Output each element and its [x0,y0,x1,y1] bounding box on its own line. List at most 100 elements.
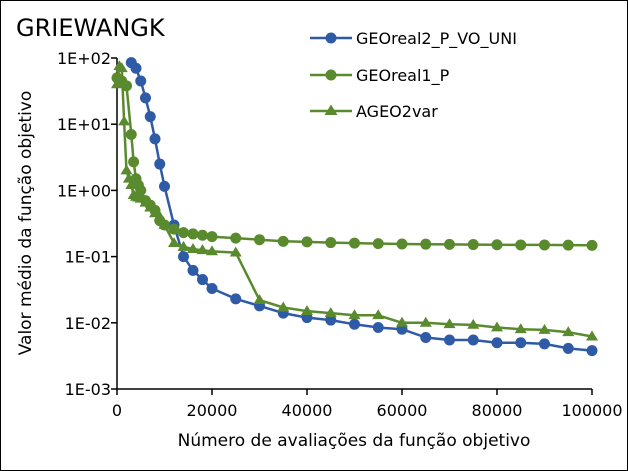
y-tick-label-0: 1E-03 [65,380,111,399]
series-2 [111,60,598,341]
x-tick-label-1: 20000 [187,401,238,420]
chart-title: GRIEWANGK [16,14,166,42]
series-1-point-21 [301,236,313,248]
series-2-point-35 [562,326,575,337]
x-tick-label-0: 0 [112,401,122,420]
series-2-point-3 [118,115,131,126]
series-0-point-11 [197,274,208,286]
series-0-point-13 [230,293,242,305]
series-line-1 [116,76,593,247]
series-2-point-11 [139,196,152,207]
series-1-point-26 [420,238,432,250]
series-2-point-34 [538,323,551,334]
series-0-point-23 [467,334,479,346]
series-0-point-19 [372,321,384,333]
series-1-point-29 [491,239,503,251]
series-1-point-28 [467,239,479,251]
series-2-point-29 [419,316,432,327]
series-2-point-4 [120,164,133,175]
series-1-point-22 [325,237,337,249]
legend-label-2: AGEO2var [356,102,438,121]
series-2-point-14 [153,210,166,221]
series-0-point-18 [349,318,360,330]
series-0-point-27 [562,342,574,354]
series-2-point-20 [206,245,218,256]
series-2-point-17 [177,240,190,251]
series-1-point-27 [444,238,455,250]
legend-entry-2: AGEO2var [310,102,438,121]
y-tick-label-5: 1E+02 [57,49,111,68]
series-1-point-24 [372,238,384,250]
y-tick-label-4: 1E+01 [57,115,111,134]
legend-marker-1 [325,69,337,81]
series-0-point-1 [130,62,142,74]
series-1-point-15 [187,228,199,240]
series-2-point-28 [396,316,408,327]
series-0-point-5 [149,133,161,145]
series-0-point-26 [539,338,550,350]
series-2-point-32 [491,321,503,332]
series-1-point-18 [230,232,242,244]
series-2-point-6 [125,179,138,190]
legend-marker-0 [325,32,337,44]
series-1-point-33 [586,239,598,251]
series-2-point-23 [277,301,290,312]
series-2-point-25 [324,307,337,318]
legend-label-1: GEOreal1_P [356,66,450,86]
series-1-point-23 [349,237,360,249]
series-1-point-3 [125,128,137,140]
series-1-point-13 [168,223,180,235]
series-2-point-16 [168,237,180,247]
series-2-point-0 [111,78,123,89]
series-2-point-26 [348,309,361,320]
series-1-point-30 [515,239,527,251]
series-0-point-9 [178,251,189,263]
legend-label-0: GEOreal2_P_VO_UNI [356,29,517,49]
series-1-point-31 [539,239,550,251]
series-0-point-6 [154,158,166,170]
series-2-point-36 [586,330,598,341]
series-0-point-10 [187,264,199,276]
series-0-point-24 [491,337,503,349]
axes [116,58,592,390]
series-2-point-18 [187,243,199,253]
x-tick-label-5: 100000 [561,401,622,420]
series-1-point-14 [178,227,189,239]
legend: GEOreal2_P_VO_UNI GEOreal1_P AGEO2var [310,29,517,121]
series-0-point-25 [515,337,527,349]
series-1-point-4 [128,156,140,168]
y-tick-label-3: 1E+00 [57,181,111,200]
series-2-point-33 [514,323,527,334]
series-0-point-17 [325,314,337,326]
series-1-point-20 [277,235,289,247]
series-1-point-19 [254,234,265,246]
series-2-point-30 [443,318,456,329]
series-0-point-3 [140,92,151,104]
series-layer [111,57,598,357]
series-0-point-12 [206,282,218,294]
series-0-point-4 [144,111,156,123]
series-2-point-27 [372,309,385,320]
series-1-point-25 [396,238,408,250]
y-ticks: 1E-03 1E-02 1E-01 1E+00 1E+01 1E+02 [57,49,117,399]
series-2-point-5 [122,172,135,183]
legend-marker-2 [324,104,338,115]
series-0-point-21 [420,331,432,343]
series-2-point-12 [144,201,157,212]
series-2-point-22 [253,294,266,305]
series-2-point-2 [115,62,128,73]
x-tick-label-4: 80000 [472,401,523,420]
series-1-point-16 [197,229,208,241]
series-2-point-24 [301,305,313,316]
series-0-point-22 [444,334,455,346]
series-line-2 [115,65,593,338]
legend-entry-1: GEOreal1_P [310,66,450,86]
x-tick-label-3: 60000 [377,401,428,420]
series-1-point-32 [562,239,574,251]
y-tick-label-1: 1E-02 [65,314,111,333]
y-tick-label-2: 1E-01 [65,248,111,267]
y-axis-title: Valor médio da função objetivo [16,91,36,356]
series-0-point-7 [159,180,170,192]
